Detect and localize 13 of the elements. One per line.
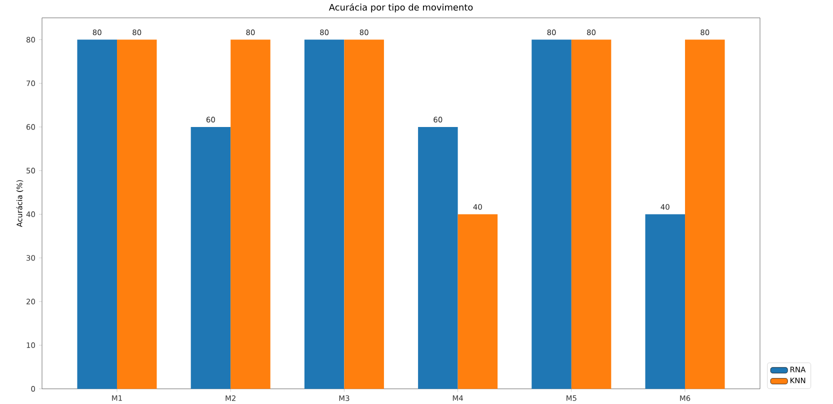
bar: [116, 40, 157, 389]
bar: [304, 40, 344, 389]
bar: [645, 214, 686, 389]
bar: [77, 40, 117, 389]
bar: [458, 214, 498, 389]
bar: [344, 40, 384, 389]
bar: [571, 40, 612, 389]
bar: [685, 40, 725, 389]
bar: [418, 126, 458, 389]
chart-title: Acurácia por tipo de movimento: [328, 3, 473, 12]
bar: [532, 40, 572, 389]
bar: [190, 126, 231, 389]
bar: [230, 40, 270, 389]
